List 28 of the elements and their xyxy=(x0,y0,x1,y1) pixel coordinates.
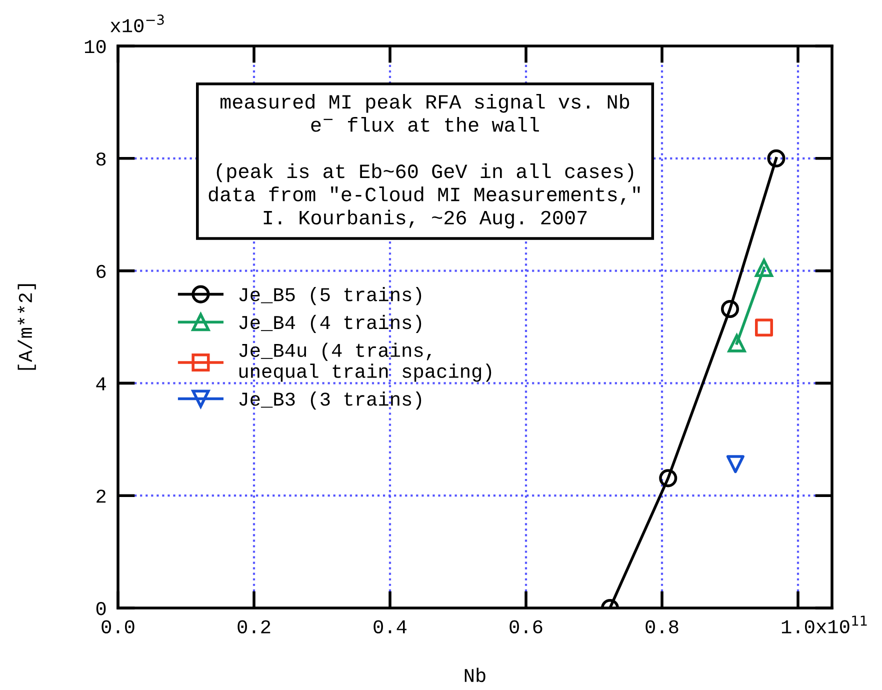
legend-label: Je_B4 (4 trains) xyxy=(239,314,422,333)
point xyxy=(720,300,740,318)
x-tick-label: 1.0 xyxy=(782,620,814,634)
point xyxy=(728,334,746,352)
point xyxy=(767,149,786,168)
text: measured MI peak RFA signal vs. Nb e$^{−}$ flux at the wall (peak is at Eb~60 GeV in all cases) data from "e-Cloud MI Measurements," I. Kourbanis, ~26 Aug. 2007 xyxy=(208,94,640,228)
text: x10$^{−3}$ xyxy=(110,14,164,32)
y-tick-label: 8 xyxy=(96,152,106,166)
y-tick-label: 6 xyxy=(96,264,106,278)
x-axis-title: Nb xyxy=(464,668,486,682)
y-tick-label: 2 xyxy=(96,490,106,503)
x-tick-label: 0.6 xyxy=(510,620,542,634)
y-axis-title: [A/m**2] xyxy=(18,284,36,370)
point xyxy=(726,455,744,474)
point xyxy=(755,318,773,337)
legend-label: Je_B3 (3 trains) xyxy=(239,391,422,410)
y-tick-label: 0 xyxy=(96,602,106,616)
x-tick-label: 0.4 xyxy=(374,620,407,634)
point xyxy=(754,258,774,278)
text: x10$^{11}$ xyxy=(816,616,867,634)
legend-label: Je_B5 (5 trains) xyxy=(239,287,422,306)
y-tick-label: 10 xyxy=(84,40,106,54)
x-tick-label: 0.8 xyxy=(646,620,678,634)
point xyxy=(659,469,678,488)
x-tick-label: 0.0 xyxy=(102,620,134,634)
legend-label: Je_B4u (4 trains, unequal train spacing) xyxy=(239,342,492,382)
x-tick-label: 0.2 xyxy=(238,620,270,634)
y-tick-label: 4 xyxy=(96,377,106,390)
